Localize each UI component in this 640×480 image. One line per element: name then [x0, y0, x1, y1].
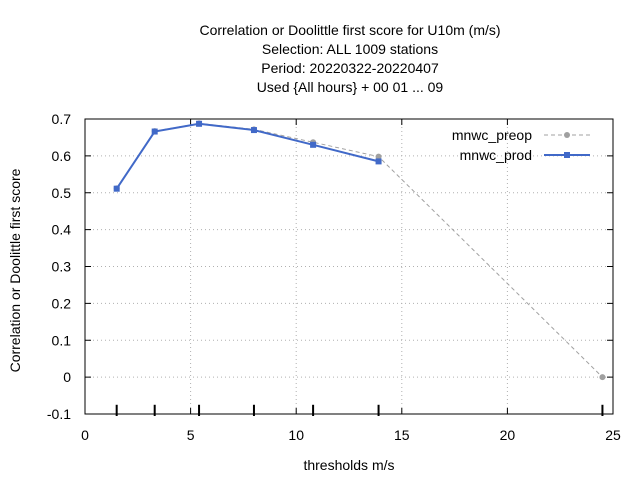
- series-line: [115, 122, 379, 190]
- grid: [85, 119, 613, 414]
- chart-title: Correlation or Doolittle first score for…: [199, 22, 500, 95]
- y-tick-label: 0.7: [52, 111, 72, 127]
- axis-ticks: 0 5 10 15 20 25 -0.1 0 0.1 0.2 0.3 0.4 0.5 0.6 0.7: [47, 111, 621, 443]
- series-mnwc_prod: [113, 120, 382, 192]
- legend-label: mnwc_preop: [452, 127, 532, 143]
- data-point: [196, 120, 203, 127]
- x-tick-label: 5: [187, 427, 195, 443]
- x-tick-label: 15: [394, 427, 410, 443]
- x-tick-label: 0: [81, 427, 89, 443]
- data-point: [151, 128, 158, 135]
- y-tick-label: 0.1: [52, 332, 72, 348]
- series: [113, 120, 606, 381]
- x-tick-label: 25: [605, 427, 621, 443]
- title-line: Correlation or Doolittle first score for…: [199, 22, 500, 38]
- data-point: [113, 185, 120, 192]
- data-point: [310, 141, 317, 148]
- data-point: [375, 158, 382, 165]
- y-tick-label: 0.2: [52, 295, 72, 311]
- y-tick-label: 0.5: [52, 185, 72, 201]
- y-axis-label: Correlation or Doolittle first score: [7, 168, 23, 372]
- x-axis-label: thresholds m/s: [303, 457, 394, 473]
- y-tick-label: 0: [63, 369, 71, 385]
- legend-marker: [564, 132, 570, 138]
- legend-label: mnwc_prod: [460, 147, 532, 163]
- title-line: Selection: ALL 1009 stations: [262, 41, 438, 57]
- x-tick-label: 20: [500, 427, 516, 443]
- y-tick-label: -0.1: [47, 406, 71, 422]
- y-tick-label: 0.3: [52, 259, 72, 275]
- title-line: Used {All hours} + 00 01 ... 09: [257, 79, 444, 95]
- threshold-markers: [115, 404, 604, 416]
- data-point: [375, 153, 382, 160]
- y-tick-label: 0.4: [52, 222, 72, 238]
- title-line: Period: 20220322-20220407: [261, 60, 439, 76]
- x-tick-label: 10: [288, 427, 304, 443]
- legend-marker: [564, 152, 570, 158]
- data-point: [599, 374, 606, 381]
- y-tick-label: 0.6: [52, 148, 72, 164]
- legend: mnwc_preop mnwc_prod: [452, 127, 590, 163]
- data-point: [250, 127, 257, 134]
